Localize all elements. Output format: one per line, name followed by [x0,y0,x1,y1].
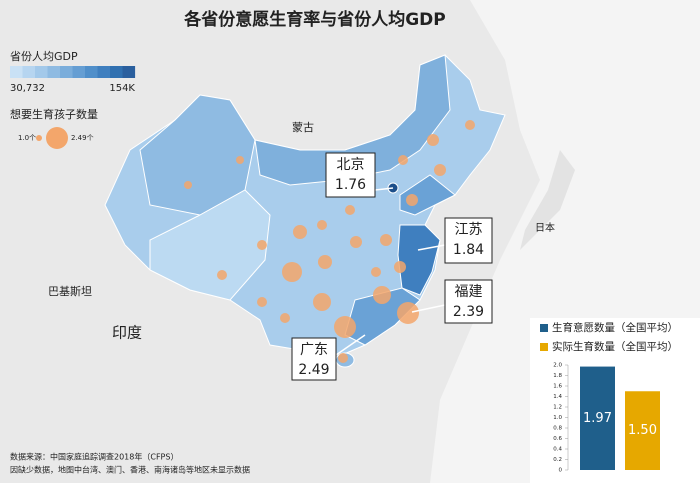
bar [580,366,615,470]
bubble [184,181,192,189]
source-note: 数据来源：中国家庭追踪调查2018年（CFPS） [10,452,178,462]
map-label: 巴基斯坦 [48,284,92,298]
callout-name: 福建 [455,284,483,300]
japan-land [520,150,575,250]
bubble [465,120,475,130]
bubble [282,262,302,282]
y-tick-label: 1.0 [553,415,562,421]
callout-box [325,152,376,198]
color-step [85,66,98,78]
callout-name: 北京 [337,157,365,173]
legend-swatch [540,343,548,351]
callout-box [444,279,493,324]
bar [625,391,660,470]
bubble [317,220,327,230]
y-tick-label: 0.8 [553,426,562,432]
callout-value: 1.84 [453,242,484,258]
y-tick-label: 1.8 [553,373,562,379]
legend-min: 30,732 [10,83,45,94]
color-step [47,66,61,78]
legend-label: 实际生育数量（全国平均） [552,340,678,353]
bubble [257,297,267,307]
legend-label: 生育意愿数量（全国平均） [552,321,678,334]
legend-bubble [46,127,68,149]
bubble [434,164,446,176]
bubble [394,261,406,273]
bar-label: 1.97 [583,411,612,426]
bar-label: 1.50 [628,423,657,438]
bubble [257,240,267,250]
leader-line [417,244,446,251]
legend-title: 想要生育孩子数量 [10,107,98,121]
callout-value: 1.76 [335,177,366,193]
bubble [398,155,408,165]
bubble [373,286,391,304]
color-step [122,66,136,78]
bubble [427,134,439,146]
bubble [350,236,362,248]
color-step [72,66,86,78]
bubble [397,302,419,324]
bubble [280,313,290,323]
leader-line [335,334,366,356]
map-label: 蒙古 [292,121,314,134]
y-tick-label: 1.6 [553,384,562,390]
title: 各省份意愿生育率与省份人均GDP [183,9,446,30]
y-tick-label: 1.4 [553,394,562,400]
callout-value: 2.39 [453,304,484,320]
y-tick-label: 0.2 [553,457,562,463]
map-label: 日本 [535,221,555,234]
callout-box [291,337,337,381]
bubble [371,267,381,277]
legend-swatch [540,324,548,332]
legend-max: 154K [109,83,135,94]
bubble [217,270,227,280]
color-step [10,66,23,78]
color-step [60,66,73,78]
y-tick-label: 1.2 [553,405,562,411]
province-region [254,54,451,186]
callout-value: 2.49 [298,362,329,378]
legend-bubble [36,135,42,141]
bubble [380,234,392,246]
leader-line [374,187,394,191]
bubble [338,353,348,363]
callout-name: 江苏 [455,222,483,238]
bubble [293,225,307,239]
y-tick-label: 0.4 [553,447,562,453]
bubble [345,205,355,215]
province-region [139,94,256,216]
bubble [334,316,356,338]
map-label: 印度 [112,324,142,342]
bubble [318,255,332,269]
y-tick-label: 2.0 [553,363,562,369]
legend-max: 2.49个 [71,134,94,142]
y-tick-label: 0 [559,468,563,474]
callout-name: 广东 [300,342,328,358]
leader-line [411,304,446,313]
bubble [236,156,244,164]
legend-min: 1.0个 [18,134,36,142]
callout-box [444,217,493,264]
color-scale [10,66,136,78]
y-tick-label: 0.6 [553,436,562,442]
legend-title: 省份人均GDP [10,50,78,63]
province-region [149,189,271,301]
bubble [313,293,331,311]
color-step [35,66,48,78]
source-note: 因缺少数据，地图中台湾、澳门、香港、南海诸岛等地区未显示数据 [10,465,250,475]
province-region [397,224,441,296]
color-step [97,66,111,78]
color-step [22,66,36,78]
bubble [406,194,418,206]
color-step [110,66,123,78]
